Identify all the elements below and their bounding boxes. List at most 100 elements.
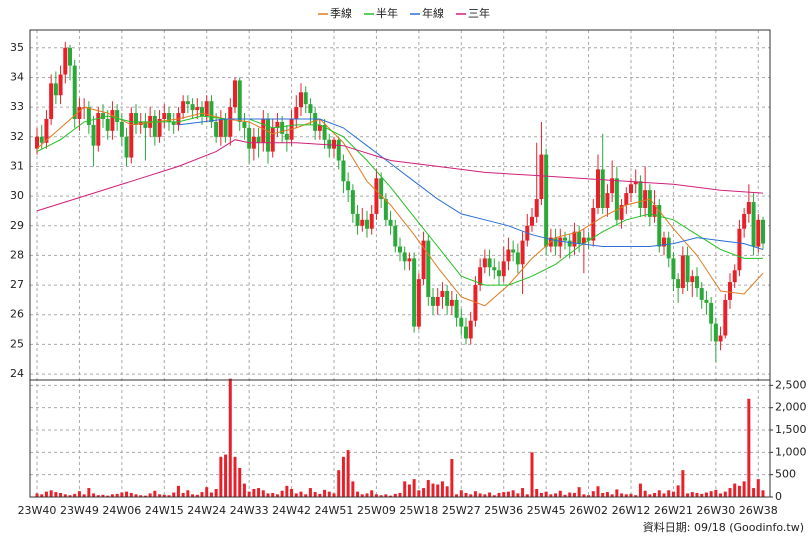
- volume-bar: [125, 491, 129, 497]
- candle-body: [695, 276, 699, 289]
- volume-bar: [577, 487, 581, 497]
- candle-body: [294, 107, 299, 119]
- candle-body: [350, 190, 355, 214]
- x-tick-label: 24W06: [102, 504, 141, 517]
- candle-body: [77, 107, 82, 119]
- volume-bar: [747, 398, 751, 497]
- volume-bar: [436, 484, 440, 497]
- y-tick-label: 28: [10, 248, 24, 261]
- y-tick-label: 34: [10, 70, 24, 83]
- volume-bar: [554, 493, 558, 497]
- y-tick-label: 27: [10, 278, 24, 291]
- candle-body: [435, 296, 440, 306]
- candle-body: [280, 121, 285, 134]
- candle-body: [680, 255, 685, 289]
- volume-bar: [610, 494, 614, 497]
- volume-bar: [360, 494, 364, 497]
- candle-body: [685, 255, 690, 283]
- volume-bar: [483, 494, 487, 497]
- candle-body: [449, 299, 454, 306]
- candle-body: [299, 92, 303, 108]
- volume-bar: [200, 492, 204, 497]
- x-tick-label: 26W12: [612, 504, 651, 517]
- ma-line: [36, 139, 764, 212]
- x-tick-label: 25W18: [399, 504, 438, 517]
- candle-body: [652, 205, 657, 217]
- candle-body: [308, 104, 313, 114]
- volume-bar: [285, 485, 289, 497]
- candle-body: [195, 107, 200, 111]
- candle-body: [185, 101, 190, 105]
- volume-bar: [690, 492, 694, 497]
- candle-body: [487, 258, 492, 268]
- volume-bar: [158, 494, 162, 497]
- candle-body: [355, 213, 360, 226]
- y-tick-label: 33: [10, 100, 24, 113]
- volume-bar: [521, 488, 525, 497]
- candle-body: [393, 225, 398, 247]
- candle-body: [468, 320, 473, 339]
- volume-bar: [115, 493, 119, 497]
- candle-body: [171, 121, 176, 125]
- volume-bar: [492, 495, 496, 497]
- volume-bar: [733, 483, 737, 497]
- candle-body: [473, 285, 478, 321]
- y2-tick-label: 500: [775, 468, 796, 481]
- candle-body: [58, 74, 63, 96]
- volume-bar: [77, 491, 81, 497]
- volume-bar: [219, 456, 223, 497]
- y2-tick-label: 2,000: [775, 401, 807, 414]
- candle-body: [365, 219, 369, 229]
- volume-bar: [488, 492, 492, 497]
- candle-body: [746, 202, 751, 214]
- candle-body: [643, 190, 648, 208]
- volume-bar: [242, 483, 246, 497]
- y2-tick-label: 1,000: [775, 445, 807, 458]
- candle-body: [336, 139, 341, 161]
- volume-bar: [73, 493, 77, 497]
- candle-body: [633, 181, 638, 185]
- volume-bar: [516, 493, 520, 497]
- volume-bar: [671, 491, 675, 497]
- volume-bar: [643, 490, 647, 497]
- marks-layer: [35, 41, 765, 497]
- volume-bar: [742, 481, 746, 497]
- volume-bar: [186, 490, 190, 497]
- candle-body: [431, 296, 435, 306]
- volume-bar: [506, 491, 510, 497]
- candle-body: [732, 270, 737, 283]
- volume-bar: [459, 490, 463, 497]
- volume-bar: [686, 493, 690, 497]
- volume-bar: [412, 479, 416, 497]
- candle-body: [101, 113, 105, 119]
- volume-bar: [162, 494, 166, 497]
- candle-body: [360, 219, 365, 226]
- volume-bar: [497, 492, 501, 497]
- volume-bar: [568, 492, 572, 497]
- volume-bar: [44, 491, 48, 497]
- volume-bar: [280, 490, 284, 497]
- volume-bar: [134, 494, 138, 497]
- volume-bar: [120, 492, 124, 497]
- candle-body: [322, 124, 327, 140]
- candle-body: [464, 326, 468, 339]
- legend-label: 三年: [468, 6, 490, 20]
- candle-body: [567, 240, 572, 247]
- volume-bar: [469, 494, 473, 497]
- x-tick-label: 25W36: [484, 504, 523, 517]
- candle-body: [600, 169, 605, 208]
- candle-body: [577, 231, 582, 244]
- candle-body: [553, 237, 558, 247]
- y-tick-label: 35: [10, 41, 24, 54]
- candle-body: [440, 291, 445, 297]
- y2-tick-label: 2,500: [775, 378, 807, 391]
- volume-bar: [271, 492, 275, 497]
- volume-bar: [238, 467, 242, 497]
- volume-bar: [478, 493, 482, 497]
- candle-body: [478, 267, 483, 286]
- volume-bar: [450, 459, 454, 497]
- volume-bar: [224, 454, 228, 497]
- volume-bar: [511, 490, 515, 497]
- grid-layer: 24 25 26 27 28 29 30 31 32 33 34 35 0 500 1,000 1,500 2,…: [10, 30, 807, 517]
- volume-bar: [440, 481, 444, 497]
